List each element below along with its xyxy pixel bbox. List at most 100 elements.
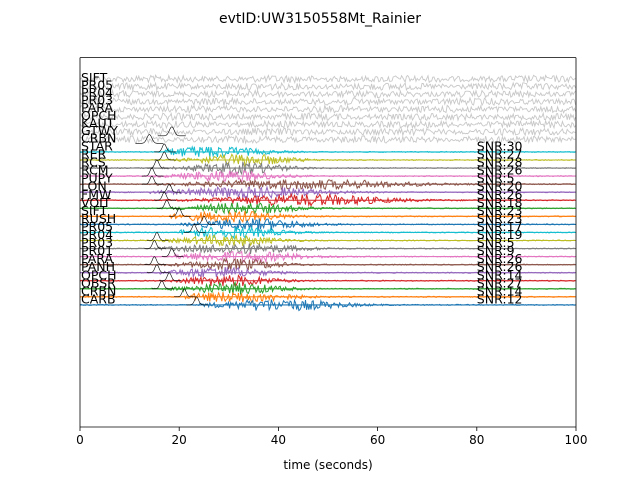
station-label: OBSR: [81, 275, 116, 290]
background-trace: [79, 88, 576, 100]
background-trace: [79, 73, 576, 84]
background-station-label: CRBN: [81, 130, 116, 145]
series-voit: VOIT SNR:18: [79, 195, 576, 215]
pick-curve: [169, 208, 191, 217]
station-label: PARA: [81, 251, 113, 266]
station-label: PR01: [81, 243, 113, 258]
series-pr03: PR03 SNR:5: [79, 235, 576, 254]
series-lon: LON SNR:20: [79, 179, 576, 200]
station-label: PANH: [81, 259, 115, 274]
pick-curve: [159, 183, 181, 193]
snr-label: SNR:9: [477, 243, 515, 258]
snr-label: SNR:19: [477, 227, 523, 242]
pick-curve: [146, 232, 169, 241]
series-rer: RER SNR:27: [79, 147, 576, 168]
arrival-pick-curve: [135, 134, 164, 144]
x-axis-label: time (seconds): [283, 458, 372, 472]
background-trace: [79, 111, 577, 122]
arrival-pick-curve: [157, 126, 186, 137]
pick-curve: [194, 216, 216, 225]
station-label: STAR: [81, 138, 113, 153]
pick-curve: [159, 272, 181, 281]
pick-curve: [186, 296, 209, 306]
background-traces: [79, 73, 577, 145]
x-tick-label: 40: [271, 433, 286, 447]
x-tick-label: 80: [469, 433, 484, 447]
station-label: PUPY: [81, 171, 113, 186]
pick-curve: [156, 199, 179, 209]
station-label: SIFT: [81, 203, 108, 218]
snr-label: SNR:14: [477, 283, 523, 298]
station-label: PR05: [81, 219, 113, 234]
background-station-label: SIFT: [81, 70, 108, 85]
series-panh: PANH SNR:26: [79, 259, 576, 280]
pick-curve: [141, 167, 164, 177]
snr-label: SNR:23: [477, 203, 523, 218]
series-rush: RUSH SNR:23: [79, 211, 576, 232]
pick-curve: [154, 191, 176, 201]
snr-label: SNR:18: [477, 195, 523, 210]
snr-label: SNR:28: [477, 155, 523, 170]
snr-label: SNR:17: [477, 219, 523, 234]
background-station-label: OPCH: [81, 108, 117, 123]
background-trace: [79, 134, 576, 145]
arrival-picks: [135, 126, 186, 144]
pick-curve: [154, 151, 176, 161]
background-station-label: PR04: [81, 85, 113, 100]
background-station-label: PR03: [81, 93, 113, 108]
series-rcm: RCM SNR:26: [79, 163, 576, 183]
background-station-label: KAUT: [81, 115, 115, 130]
snr-label: SNR:5: [477, 171, 515, 186]
series-pr05: PR05 SNR:17: [79, 219, 576, 240]
snr-label: SNR:26: [477, 187, 523, 202]
pick-curve: [161, 248, 184, 257]
pick-curve: [146, 264, 169, 273]
x-tick-label: 100: [565, 433, 588, 447]
station-label: OPCH: [81, 267, 117, 282]
background-station-label: GTWY: [81, 123, 118, 138]
station-label: FMW: [81, 187, 111, 202]
station-label: CRBN: [81, 283, 116, 298]
station-label: PR03: [81, 235, 113, 250]
snr-label: SNR:12: [477, 291, 523, 306]
pick-curve: [154, 143, 176, 153]
pick-curve: [151, 280, 174, 290]
x-axis-ticks: 0 20 40 60 80 100: [76, 427, 587, 447]
pick-curve: [184, 224, 206, 233]
x-tick-label: 60: [370, 433, 385, 447]
pick-curve: [146, 159, 169, 169]
background-station-label: PR05: [81, 78, 113, 93]
background-trace: [79, 96, 577, 107]
station-label: VOIT: [81, 195, 111, 210]
background-trace: [79, 103, 577, 115]
series-pupy: PUPY SNR:5: [79, 171, 576, 191]
background-trace: [79, 118, 576, 130]
series-para: PARA SNR:26: [79, 251, 576, 271]
snr-label: SNR:26: [477, 259, 523, 274]
background-trace: [79, 81, 576, 92]
series-crbn: CRBN SNR:14: [79, 283, 576, 303]
station-label: CARB: [81, 291, 116, 306]
station-label: RER: [81, 147, 107, 162]
background-trace: [79, 126, 576, 137]
pick-curve: [174, 288, 196, 298]
station-label: RCS: [81, 155, 106, 170]
series-pr04: PR04 SNR:19: [79, 227, 576, 247]
station-label: PR04: [81, 227, 113, 242]
series-sift: SIFT SNR:23: [79, 203, 576, 224]
snr-label: SNR:27: [477, 147, 523, 162]
x-tick-label: 20: [172, 433, 187, 447]
background-station-label: PARA: [81, 100, 113, 115]
x-tick-label: 0: [76, 433, 84, 447]
series-star: STAR SNR:30: [79, 138, 576, 159]
snr-label: SNR:27: [477, 275, 523, 290]
series-pr01: PR01 SNR:9: [79, 243, 576, 264]
snr-label: SNR:26: [477, 163, 523, 178]
snr-label: SNR:20: [477, 179, 523, 194]
snr-label: SNR:30: [477, 138, 523, 153]
pick-curve: [144, 240, 166, 249]
chart-title: evtID:UW3150558Mt_Rainier: [219, 11, 421, 27]
pick-curve: [141, 175, 164, 185]
